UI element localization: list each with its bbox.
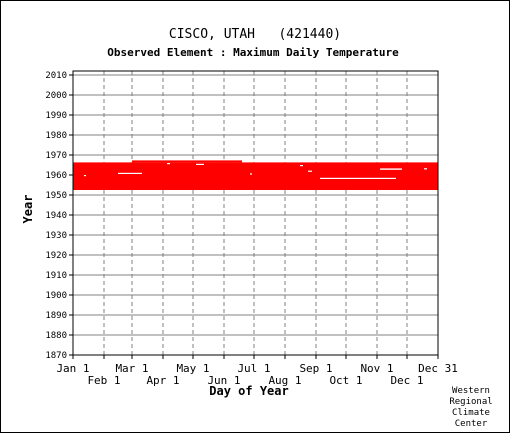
missing-data-gap	[250, 173, 252, 175]
x-tick-label: Nov 1	[360, 362, 393, 375]
grid-layer	[73, 71, 438, 356]
missing-data-gap	[196, 163, 204, 165]
y-tick-label: 1880	[45, 331, 67, 341]
x-axis-label: Day of Year	[209, 384, 288, 398]
y-tick-label: 1980	[45, 131, 67, 141]
missing-data-gap	[380, 168, 402, 170]
data-block	[73, 162, 438, 190]
data-layer	[73, 160, 438, 190]
credit-line: Center	[454, 419, 488, 429]
missing-data-gap	[320, 177, 396, 179]
x-tick-label: Jun 1	[207, 374, 240, 387]
y-tick-label: 1990	[45, 111, 67, 121]
y-tick-label: 1870	[45, 351, 67, 361]
missing-data-gap	[84, 175, 86, 177]
x-tick-label: May 1	[176, 362, 209, 375]
missing-data-gap	[300, 165, 303, 167]
y-tick-label: 1890	[45, 311, 67, 321]
y-tick-label: 1950	[45, 191, 67, 201]
tick-layer: 1870 1880 1890 1900 1910 1920 1930 1940 1950 1960…	[45, 71, 458, 387]
x-tick-label: Jul 1	[237, 362, 270, 375]
plot-area-border	[72, 70, 439, 356]
missing-data-gap	[424, 168, 427, 170]
x-tick-label: Dec 31	[418, 362, 458, 375]
x-tick-label: Jan 1	[56, 362, 89, 375]
credit-line: Regional	[449, 397, 493, 407]
x-tick-label: Apr 1	[146, 374, 179, 387]
missing-data-gap	[308, 170, 312, 172]
chart-title: CISCO, UTAH (421440)	[169, 27, 341, 42]
data-block	[132, 160, 242, 163]
missing-data-gap	[118, 172, 142, 174]
x-tick-label: Aug 1	[268, 374, 301, 387]
y-tick-label: 1920	[45, 251, 67, 261]
x-tick-label: Sep 1	[299, 362, 332, 375]
missing-data-gap	[167, 163, 170, 165]
y-tick-label: 1970	[45, 151, 67, 161]
x-tick-label: Feb 1	[87, 374, 120, 387]
y-tick-label: 2010	[45, 71, 67, 81]
chart-subtitle: Observed Element : Maximum Daily Tempera…	[107, 46, 399, 59]
x-tick-label: Mar 1	[115, 362, 148, 375]
y-tick-label: 1930	[45, 231, 67, 241]
x-tick-label: Oct 1	[329, 374, 362, 387]
y-tick-label: 1940	[45, 211, 67, 221]
y-axis-label: Year	[21, 195, 35, 224]
x-tick-label: Dec 1	[390, 374, 423, 387]
credit-line: Western	[452, 386, 490, 396]
y-tick-label: 1910	[45, 271, 67, 281]
y-tick-label: 1960	[45, 171, 67, 181]
y-tick-label: 1900	[45, 291, 67, 301]
y-tick-label: 2000	[45, 91, 67, 101]
wrcc-credit: Western Regional Climate Center	[441, 386, 501, 430]
credit-line: Climate	[452, 408, 490, 418]
